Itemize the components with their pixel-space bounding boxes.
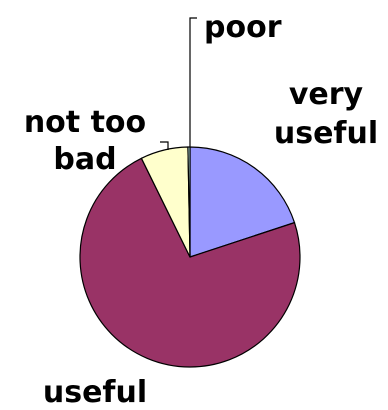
pie-slices: [79, 146, 301, 368]
leader-lines: [160, 17, 197, 150]
label-not-too-bad-line2: bad: [53, 142, 116, 177]
label-useful: useful: [43, 375, 147, 410]
leader-line-not-too-bad: [160, 141, 169, 150]
leader-line-poor: [189, 17, 197, 147]
pie-slice-very-useful: [189, 146, 296, 258]
label-not-too-bad-line1: not too: [24, 105, 146, 140]
label-poor: poor: [204, 10, 282, 45]
label-very-useful-line2: useful: [274, 116, 378, 151]
pie-slice-useful: [79, 157, 301, 368]
label-very-useful-line1: very: [289, 77, 364, 112]
